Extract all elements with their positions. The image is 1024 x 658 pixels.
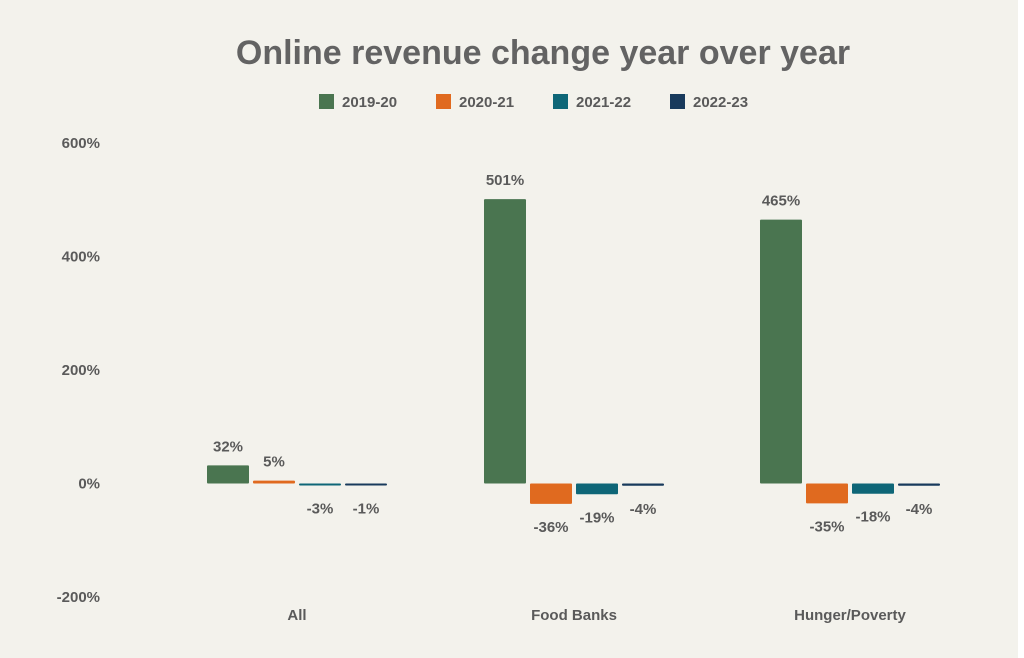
data-label: 32%	[213, 438, 243, 455]
data-label: -1%	[353, 501, 380, 518]
category-label: All	[287, 607, 306, 624]
bar-hunger-poverty-2020-21	[806, 483, 848, 504]
y-tick-label: -200%	[57, 589, 100, 606]
data-label: -3%	[307, 501, 334, 518]
bar-all-2020-21	[253, 480, 295, 484]
data-labels: 32% 5% -3% -1% 501% -36% -19% -4% 465% -35% -18% -4…	[213, 172, 932, 536]
data-label: 501%	[486, 172, 524, 189]
bar-food-banks-2020-21	[530, 483, 572, 504]
y-tick-label: 0%	[78, 476, 100, 493]
y-tick-label: 600%	[62, 135, 100, 152]
x-axis: All Food Banks Hunger/Poverty	[287, 607, 906, 624]
legend-label-2022-23: 2022-23	[693, 94, 748, 111]
legend-label-2020-21: 2020-21	[459, 94, 514, 111]
y-tick-label: 400%	[62, 249, 100, 266]
legend-swatch-2022-23	[670, 94, 685, 109]
bar-food-banks-2021-22	[576, 483, 618, 495]
bar-food-banks-2022-23	[622, 483, 664, 486]
legend-swatch-2020-21	[436, 94, 451, 109]
data-label: -4%	[906, 501, 933, 518]
data-label: -4%	[630, 501, 657, 518]
category-label: Hunger/Poverty	[794, 607, 906, 624]
data-label: -36%	[533, 519, 568, 536]
bar-hunger-poverty-2019-20	[760, 219, 802, 484]
category-label: Food Banks	[531, 607, 617, 624]
bar-food-banks-2019-20	[484, 199, 526, 484]
bar-hunger-poverty-2021-22	[852, 483, 894, 494]
data-label: -35%	[809, 518, 844, 535]
data-label: -19%	[579, 509, 614, 526]
data-label: 5%	[263, 454, 285, 471]
bar-all-2019-20	[207, 465, 249, 484]
bar-hunger-poverty-2022-23	[898, 483, 940, 486]
bars	[207, 199, 940, 504]
bar-all-2021-22	[299, 483, 341, 486]
chart-title: Online revenue change year over year	[236, 34, 850, 72]
right-edge	[1018, 0, 1024, 658]
legend-swatch-2019-20	[319, 94, 334, 109]
y-axis: 600% 400% 200% 0% -200%	[57, 135, 100, 606]
data-label: 465%	[762, 193, 800, 210]
legend-swatch-2021-22	[553, 94, 568, 109]
legend-label-2021-22: 2021-22	[576, 94, 631, 111]
bar-all-2022-23	[345, 483, 387, 486]
y-tick-label: 200%	[62, 362, 100, 379]
data-label: -18%	[855, 509, 890, 526]
legend: 2019-20 2020-21 2021-22 2022-23	[319, 94, 748, 111]
legend-label-2019-20: 2019-20	[342, 94, 397, 111]
